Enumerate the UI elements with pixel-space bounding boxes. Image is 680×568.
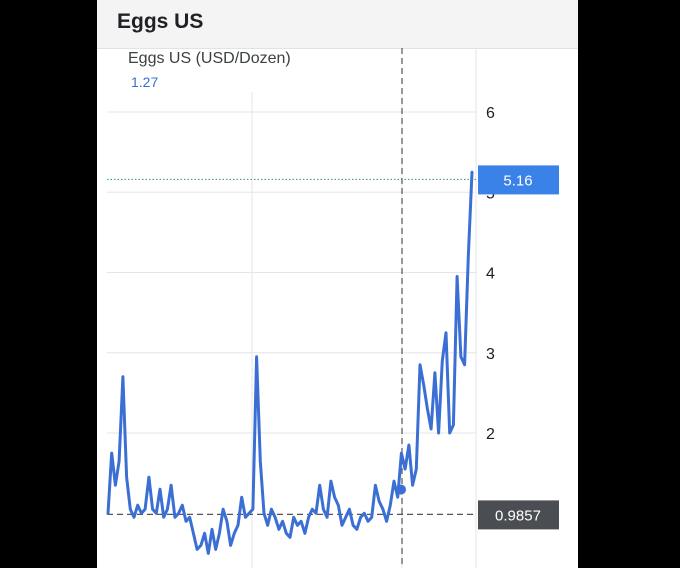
- hover-point-marker: [396, 484, 406, 495]
- crosshair-value-tag-label: 0.9857: [495, 507, 541, 524]
- legend-series-name: Eggs US (USD/Dozen): [128, 50, 291, 67]
- crosshair-value-tag: [478, 500, 559, 530]
- y-tick-label: 4: [486, 266, 495, 283]
- value-tags: 5.16 0.9857: [478, 165, 559, 530]
- series-line: [106, 170, 474, 555]
- grid: [107, 48, 477, 568]
- chart-title: Eggs US: [117, 10, 204, 33]
- y-tick-label: 2: [486, 426, 495, 443]
- y-axis: 23456: [486, 105, 495, 443]
- legend-hover-value[interactable]: 1.27: [131, 74, 159, 90]
- series-layer: [106, 170, 474, 555]
- title-bar: [97, 0, 578, 49]
- y-tick-label: 3: [486, 346, 495, 363]
- y-tick-label: 6: [486, 105, 495, 122]
- last-price-tag-label: 5.16: [503, 172, 532, 189]
- chart-panel: [97, 0, 578, 568]
- crosshair: [107, 48, 476, 568]
- last-price-tag: [478, 165, 559, 195]
